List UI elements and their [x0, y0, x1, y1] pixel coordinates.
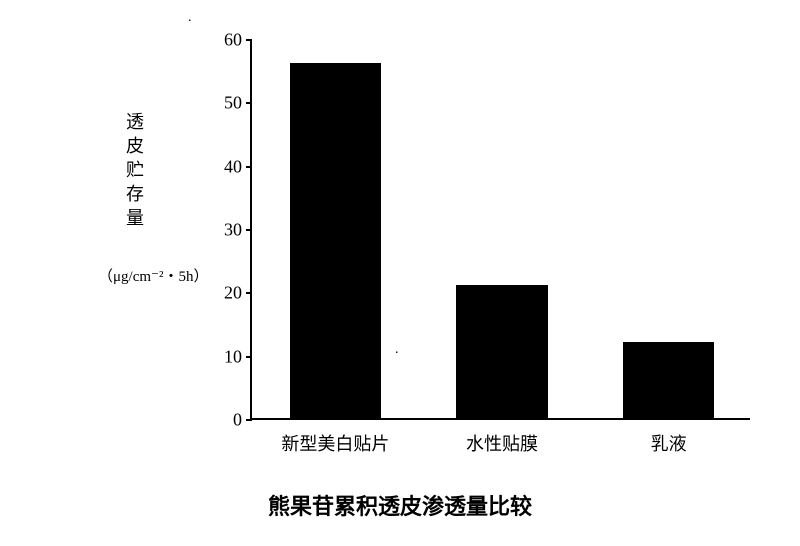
artifact-dot: .	[640, 365, 644, 381]
x-category-label: 水性贴膜	[466, 418, 538, 456]
x-category-label: 新型美白贴片	[281, 418, 389, 456]
y-axis-label: 透 皮 贮 存 量	[125, 110, 145, 230]
bar	[623, 342, 715, 418]
y-tick-mark	[246, 356, 252, 358]
y-label-char: 贮	[125, 158, 145, 182]
artifact-dot: .	[188, 10, 192, 26]
bar	[290, 63, 382, 418]
x-category-label: 乳液	[651, 418, 687, 456]
y-label-char: 透	[125, 110, 145, 134]
y-tick-mark	[246, 166, 252, 168]
y-tick-mark	[246, 292, 252, 294]
y-tick-mark	[246, 102, 252, 104]
y-tick-mark	[246, 419, 252, 421]
y-label-char: 量	[125, 206, 145, 230]
artifact-dot: .	[395, 342, 399, 358]
y-axis-unit: （μg/cm⁻²・5h）	[98, 265, 208, 286]
plot-area: 0102030405060新型美白贴片水性贴膜乳液	[250, 40, 750, 420]
chart-caption: 熊果苷累积透皮渗透量比较	[0, 489, 800, 521]
y-tick-mark	[246, 39, 252, 41]
bar	[456, 285, 548, 418]
y-label-char: 皮	[125, 134, 145, 158]
chart-container: 透 皮 贮 存 量 （μg/cm⁻²・5h） 0102030405060新型美白…	[60, 20, 760, 460]
y-tick-mark	[246, 229, 252, 231]
y-label-char: 存	[125, 182, 145, 206]
